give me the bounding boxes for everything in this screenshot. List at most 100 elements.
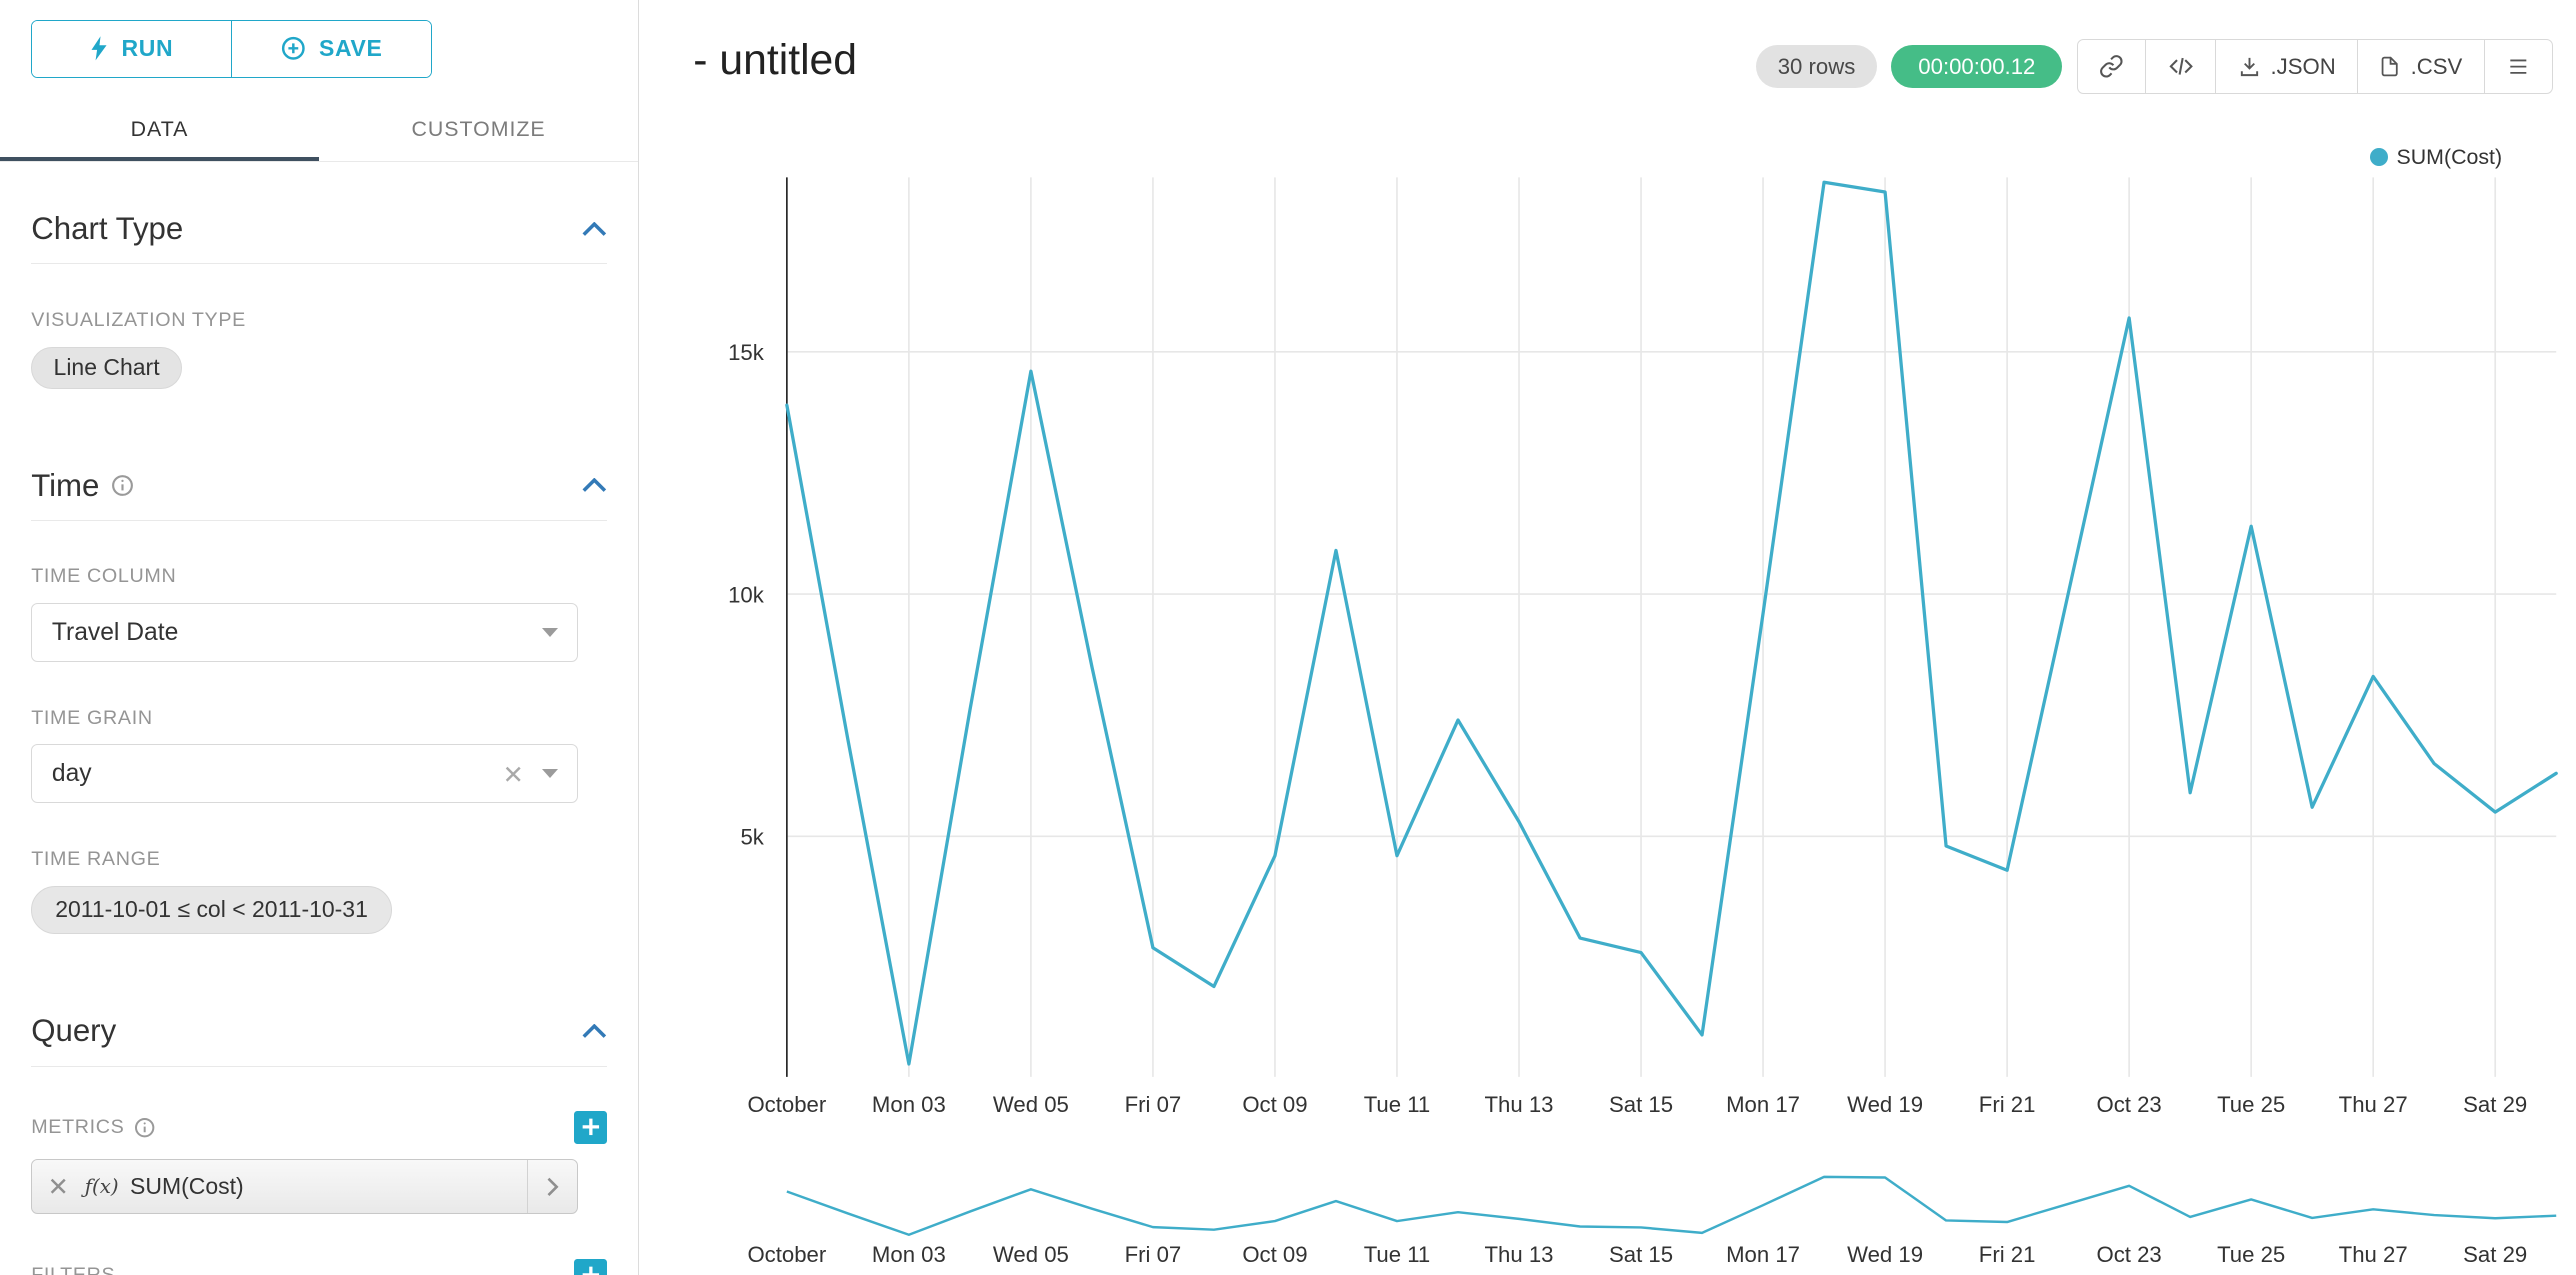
svg-text:Wed 05: Wed 05 (993, 1092, 1069, 1117)
visualization-type-label: VISUALIZATION TYPE (31, 308, 246, 331)
filters-label-text: FILTERS (31, 1263, 116, 1275)
chevron-right-icon[interactable] (526, 1159, 577, 1214)
svg-text:October: October (748, 1242, 827, 1267)
chart-title[interactable]: - untitled (693, 36, 858, 85)
chart-header-actions: 30 rows 00:00:00.12 (1756, 39, 2553, 94)
query-timer-badge: 00:00:00.12 (1891, 45, 2063, 88)
add-filter-button[interactable] (574, 1258, 607, 1275)
svg-text:Tue 11: Tue 11 (1364, 1242, 1431, 1267)
panel-tabs: DATA CUSTOMIZE (0, 101, 639, 162)
section-time: Time TIME COLUMN Travel Date (31, 468, 607, 935)
lightning-icon (90, 36, 108, 61)
svg-text:Mon 17: Mon 17 (1726, 1092, 1800, 1117)
time-grain-label: TIME GRAIN (31, 706, 153, 729)
chart-menu-button[interactable] (2484, 39, 2553, 94)
svg-text:Oct 09: Oct 09 (1242, 1242, 1307, 1267)
section-chart-type-header[interactable]: Chart Type (31, 211, 607, 247)
section-query-header[interactable]: Query (31, 1013, 607, 1049)
save-button-label: SAVE (319, 35, 383, 62)
legend-swatch (2370, 148, 2389, 167)
filters-label: FILTERS (31, 1264, 115, 1275)
chevron-up-icon[interactable] (582, 478, 607, 493)
svg-text:Tue 11: Tue 11 (1364, 1092, 1431, 1117)
section-time-header[interactable]: Time (31, 468, 607, 504)
focus-brush-chart[interactable]: October Mon 03 Wed 05 Fri 07 Oct 09 Tue 11 Thu… (639, 1147, 2576, 1275)
svg-text:5k: 5k (741, 825, 765, 850)
time-grain-value: day (51, 759, 92, 787)
save-button[interactable]: SAVE (232, 20, 432, 77)
tab-customize[interactable]: CUSTOMIZE (411, 116, 546, 141)
export-csv-label: .CSV (2410, 53, 2463, 79)
chevron-down-icon (541, 769, 558, 780)
svg-text:Fri 21: Fri 21 (1979, 1092, 2036, 1117)
share-link-button[interactable] (2077, 39, 2147, 94)
time-range-label: TIME RANGE (31, 847, 161, 870)
visualization-type-value[interactable]: Line Chart (31, 346, 182, 389)
chevron-up-icon[interactable] (582, 221, 607, 237)
run-button[interactable]: RUN (32, 20, 233, 77)
code-icon (2168, 54, 2194, 79)
row-count-badge: 30 rows (1756, 45, 1877, 88)
export-json-button[interactable]: .JSON (2216, 39, 2359, 94)
svg-text:Oct 23: Oct 23 (2097, 1242, 2162, 1267)
time-range-value[interactable]: 2011-10-01 ≤ col < 2011-10-31 (31, 885, 392, 935)
svg-text:Mon 17: Mon 17 (1726, 1242, 1800, 1267)
metrics-header-row: METRICS (31, 1110, 607, 1144)
svg-text:10k: 10k (728, 582, 765, 607)
add-metric-button[interactable] (574, 1110, 607, 1144)
chart-container: - untitled 30 rows 00:00:00.12 (639, 0, 2576, 1275)
export-csv-button[interactable]: .CSV (2358, 39, 2485, 94)
svg-text:15k: 15k (728, 340, 765, 365)
run-save-group: RUN SAVE (31, 19, 433, 78)
svg-text:Thu 27: Thu 27 (2339, 1092, 2408, 1117)
svg-text:Thu 27: Thu 27 (2339, 1242, 2408, 1267)
view-query-button[interactable] (2146, 39, 2217, 94)
run-button-label: RUN (121, 35, 174, 62)
download-icon (2238, 55, 2261, 78)
section-chart-type: Chart Type VISUALIZATION TYPE Line Chart (31, 211, 607, 389)
svg-text:Thu 13: Thu 13 (1485, 1092, 1554, 1117)
section-query: Query METRICS (31, 1013, 607, 1275)
hamburger-menu-icon (2506, 56, 2531, 77)
svg-text:Fri 07: Fri 07 (1125, 1242, 1182, 1267)
chevron-up-icon[interactable] (582, 1023, 607, 1039)
time-column-value: Travel Date (51, 618, 179, 646)
legend-item[interactable]: SUM(Cost) (2370, 145, 2502, 170)
metrics-label-text: METRICS (31, 1115, 125, 1138)
svg-text:Fri 07: Fri 07 (1125, 1092, 1182, 1117)
metric-item[interactable]: ƒ(x) SUM(Cost) (31, 1158, 579, 1215)
svg-text:Oct 09: Oct 09 (1242, 1092, 1307, 1117)
tab-data[interactable]: DATA (0, 101, 320, 161)
divider (31, 1065, 607, 1067)
remove-metric-icon[interactable] (32, 1178, 85, 1194)
svg-text:Mon 03: Mon 03 (872, 1092, 946, 1117)
chevron-down-icon (541, 628, 558, 639)
svg-text:Wed 19: Wed 19 (1847, 1242, 1923, 1267)
control-panel: RUN SAVE DATA CUSTOMIZE Chart Type (0, 0, 640, 1275)
function-badge: ƒ(x) (84, 1174, 119, 1198)
svg-text:Sat 29: Sat 29 (2463, 1242, 2527, 1267)
time-grain-select[interactable]: day (31, 744, 579, 804)
svg-text:Tue 25: Tue 25 (2217, 1092, 2285, 1117)
svg-text:Mon 03: Mon 03 (872, 1242, 946, 1267)
export-button-group: .JSON .CSV (2077, 39, 2553, 94)
metrics-label: METRICS (31, 1116, 155, 1139)
plus-circle-icon (281, 36, 306, 61)
legend-label: SUM(Cost) (2396, 144, 2503, 169)
info-icon (111, 474, 134, 497)
svg-text:Sat 15: Sat 15 (1609, 1242, 1673, 1267)
time-column-label: TIME COLUMN (31, 565, 177, 588)
divider (31, 263, 607, 265)
file-icon (2379, 55, 2400, 78)
svg-text:October: October (748, 1092, 827, 1117)
export-json-label: .JSON (2270, 53, 2336, 79)
link-icon (2099, 54, 2124, 79)
clear-icon[interactable] (505, 766, 522, 782)
control-panel-body: Chart Type VISUALIZATION TYPE Line Chart… (0, 162, 638, 1275)
svg-text:Sat 29: Sat 29 (2463, 1092, 2527, 1117)
svg-text:Tue 25: Tue 25 (2217, 1242, 2285, 1267)
svg-text:Oct 23: Oct 23 (2097, 1092, 2162, 1117)
time-column-select[interactable]: Travel Date (31, 603, 579, 663)
section-title: Query (31, 1013, 117, 1049)
